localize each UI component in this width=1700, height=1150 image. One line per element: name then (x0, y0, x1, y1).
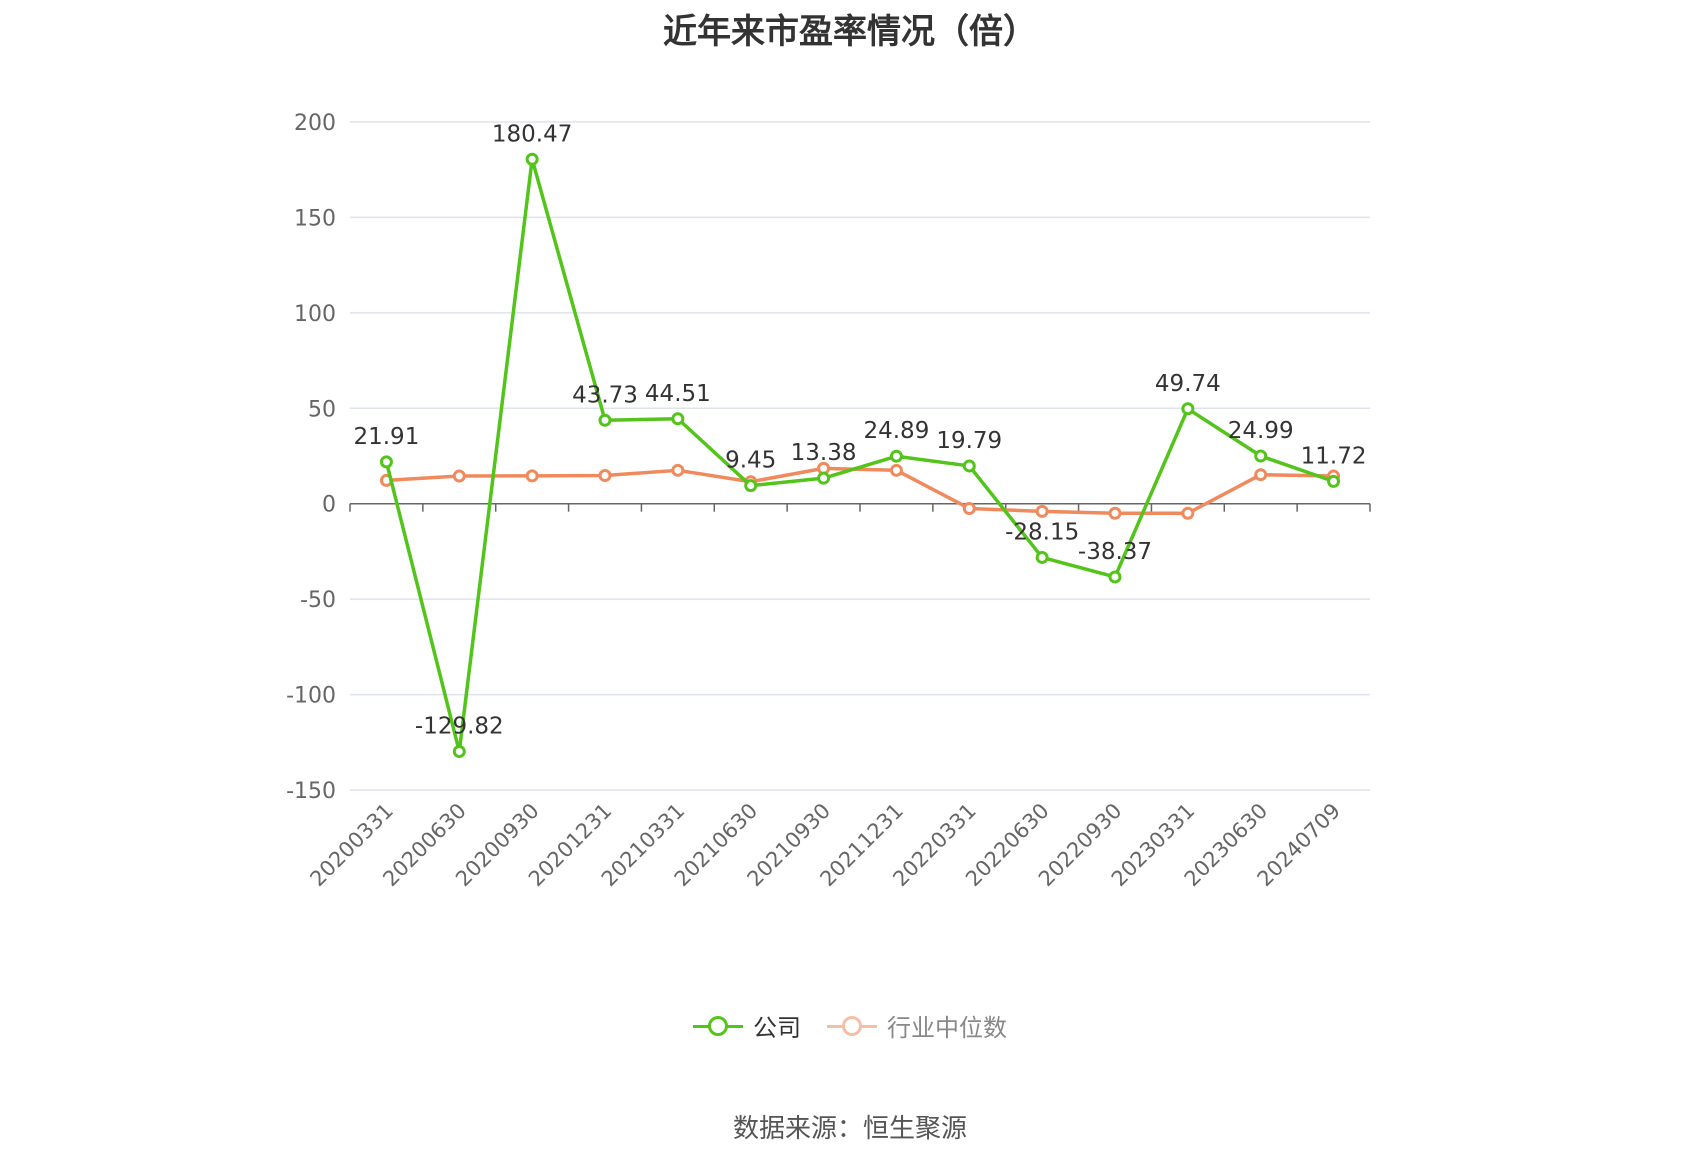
grid-layer (350, 121, 1370, 791)
data-label: 24.99 (1228, 418, 1294, 444)
data-point[interactable] (889, 463, 903, 477)
data-label: 11.72 (1301, 443, 1367, 469)
data-label: 49.74 (1155, 371, 1221, 397)
legend-item-industry-median[interactable]: 行业中位数 (827, 1008, 1007, 1043)
data-label: -28.15 (1005, 519, 1079, 545)
data-point[interactable] (598, 413, 612, 427)
data-point[interactable] (671, 412, 685, 426)
data-label: -38.37 (1078, 539, 1152, 565)
legend-label-company: 公司 (753, 1014, 801, 1042)
data-point[interactable] (744, 479, 758, 493)
data-point[interactable] (889, 449, 903, 463)
y-tick-label: 100 (294, 302, 336, 327)
data-label: 9.45 (725, 448, 776, 474)
series-layer (379, 152, 1341, 758)
legend: 公司 行业中位数 (0, 1008, 1700, 1043)
data-point[interactable] (962, 459, 976, 473)
data-label: 180.47 (492, 121, 572, 147)
chart-title: 近年来市盈率情况（倍） (663, 12, 1037, 52)
data-point[interactable] (1108, 570, 1122, 584)
y-tick-label: -100 (286, 684, 336, 709)
data-point[interactable] (1035, 504, 1049, 518)
data-point[interactable] (962, 501, 976, 515)
data-point[interactable] (1181, 506, 1195, 520)
series-line-industry-median (386, 466, 1334, 516)
legend-item-company[interactable]: 公司 (693, 1008, 801, 1043)
data-point[interactable] (1035, 550, 1049, 564)
data-point[interactable] (1181, 402, 1195, 416)
y-tick-label: 150 (294, 206, 336, 231)
data-label: 21.91 (353, 424, 419, 450)
data-point[interactable] (598, 468, 612, 482)
data-point[interactable] (452, 469, 466, 483)
y-tick-label: -50 (300, 588, 336, 613)
data-point[interactable] (525, 152, 539, 166)
data-point[interactable] (817, 471, 831, 485)
data-label: -129.82 (415, 713, 504, 739)
y-tick-label: 0 (322, 493, 336, 518)
data-point[interactable] (452, 744, 466, 758)
legend-label-industry-median: 行业中位数 (887, 1014, 1007, 1042)
data-label: 44.51 (645, 381, 711, 407)
series-line-company (384, 157, 1335, 754)
data-source: 数据来源：恒生聚源 (732, 1114, 967, 1144)
data-point[interactable] (1254, 449, 1268, 463)
data-point[interactable] (1108, 506, 1122, 520)
legend-swatch-company (693, 1013, 743, 1039)
data-point[interactable] (671, 463, 685, 477)
data-label: 43.73 (572, 382, 638, 408)
data-label: 13.38 (791, 440, 857, 466)
data-label: 24.89 (863, 418, 929, 444)
data-label: 19.79 (936, 428, 1002, 454)
y-tick-label: 200 (294, 111, 336, 136)
legend-swatch-industry-median (827, 1013, 877, 1039)
data-point[interactable] (1254, 468, 1268, 482)
data-point[interactable] (1327, 474, 1341, 488)
y-tick-label: -150 (286, 779, 336, 804)
data-point[interactable] (379, 455, 393, 469)
data-point[interactable] (525, 469, 539, 483)
y-tick-label: 50 (308, 397, 336, 422)
